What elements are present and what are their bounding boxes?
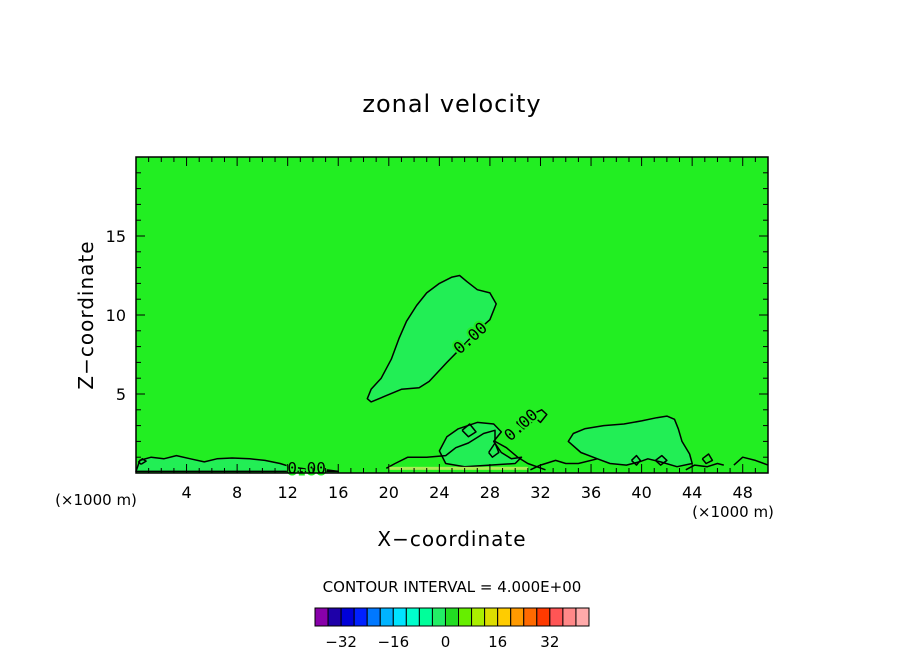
y-axis-label: Z−coordinate — [74, 240, 98, 389]
colorbar-swatch-17 — [523, 607, 538, 627]
x-tick-label: 48 — [733, 483, 753, 502]
colorbar-swatch-12 — [458, 607, 473, 627]
colorbar-swatch-4 — [353, 607, 368, 627]
x-tick-label: 16 — [328, 483, 348, 502]
contour-region-2 — [438, 421, 523, 468]
colorbar-swatch-20 — [562, 607, 577, 627]
colorbar-swatch-16 — [510, 607, 525, 627]
colorbar-tick-label: −32 — [325, 633, 357, 651]
contour-line-2 — [530, 458, 598, 471]
x-unit-label-right: (×1000 m) — [692, 503, 774, 521]
colorbar-tick-label: 0 — [441, 633, 451, 651]
x-tick-label: 4 — [181, 483, 191, 502]
x-tick-label: 36 — [581, 483, 601, 502]
colorbar-swatch-7 — [392, 607, 407, 627]
x-tick-label: 8 — [232, 483, 242, 502]
contour-line-8 — [654, 454, 668, 466]
colorbar-swatch-8 — [405, 607, 420, 627]
colorbar-swatch-14 — [484, 607, 499, 627]
x-tick-label: 28 — [480, 483, 500, 502]
colorbar-swatch-15 — [497, 607, 512, 627]
x-tick-label: 40 — [631, 483, 651, 502]
chart-title: zonal velocity — [362, 90, 541, 118]
x-axis-label: X−coordinate — [377, 527, 526, 551]
x-tick-label: 44 — [682, 483, 702, 502]
contour-line-1 — [385, 429, 546, 471]
colorbar-swatch-19 — [549, 607, 564, 627]
contour-region-1 — [366, 274, 497, 403]
colorbar-swatch-18 — [536, 607, 551, 627]
x-tick-label: 24 — [429, 483, 449, 502]
x-tick-label: 32 — [530, 483, 550, 502]
colorbar-tick-label: 16 — [488, 633, 507, 651]
x-tick-label: 20 — [379, 483, 399, 502]
colorbar: −32 −16 0 16 32 — [314, 607, 590, 651]
contour-line-9 — [461, 423, 477, 438]
contour-line-4 — [733, 456, 769, 466]
plot-area: 0.000.000.00 — [135, 157, 769, 480]
contour-label-3: 0.00 — [287, 459, 326, 478]
x-tick-label: 12 — [278, 483, 298, 502]
colorbar-swatch-5 — [366, 607, 381, 627]
colorbar-swatch-6 — [379, 607, 394, 627]
colorbar-tick-label: 32 — [540, 633, 559, 651]
contour-interval-text: CONTOUR INTERVAL = 4.000E+00 — [323, 578, 582, 596]
colorbar-swatch-1 — [314, 607, 329, 627]
colorbar-tick-label: −16 — [377, 633, 409, 651]
colorbar-swatch-9 — [418, 607, 433, 627]
contour-line-11 — [516, 415, 534, 430]
y-tick-label: 10 — [106, 306, 126, 325]
colorbar-swatch-13 — [471, 607, 486, 627]
contour-line-6 — [701, 453, 714, 465]
surface-streak — [388, 466, 528, 470]
colorbar-swatch-10 — [431, 607, 446, 627]
colorbar-swatch-21 — [575, 607, 590, 627]
colorbar-swatch-2 — [327, 607, 342, 627]
x-unit-label-left: (×1000 m) — [55, 491, 137, 509]
contour-line-7 — [630, 454, 642, 466]
y-tick-label: 5 — [116, 385, 126, 404]
colorbar-swatch-3 — [340, 607, 355, 627]
contour-region-3 — [567, 415, 693, 468]
contour-line-10 — [488, 442, 500, 458]
contour-line-12 — [531, 409, 548, 424]
y-tick-label: 15 — [106, 227, 126, 246]
contour-line-5 — [137, 458, 147, 465]
colorbar-swatch-11 — [444, 607, 460, 627]
